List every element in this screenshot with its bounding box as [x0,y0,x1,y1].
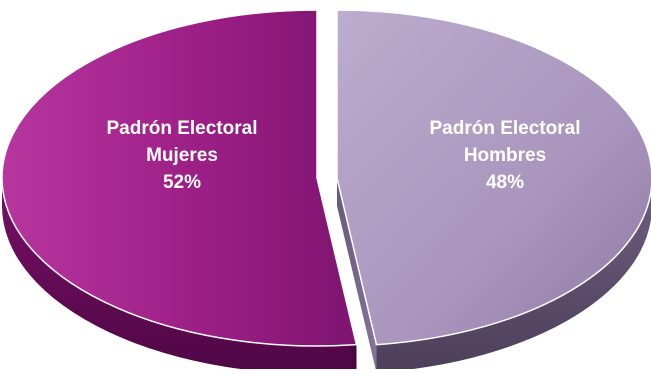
slice-label-mujeres: Padrón Electoral Mujeres 52% [107,118,258,193]
pie-slice-mujeres-side [2,178,357,374]
pie-slice-hombres [336,9,651,373]
slice-label-line-mujeres: Padrón Electoral [107,118,258,139]
pie-slice-hombres-top [336,9,651,346]
slice-label-line-mujeres: Mujeres [146,145,218,166]
pie-slice-mujeres-top [1,9,358,347]
slice-label-hombres: Padrón Electoral Hombres 48% [430,118,581,193]
pie-slice-mujeres [1,9,358,374]
slice-value-label-hombres: 48% [486,172,524,193]
pie-slice-hombres-wall [337,178,377,373]
slice-label-line-hombres: Hombres [464,145,546,166]
slice-label-line-hombres: Padrón Electoral [430,118,581,139]
pie-slice-hombres-side [376,190,651,373]
slice-value-label-mujeres: 52% [163,172,201,193]
